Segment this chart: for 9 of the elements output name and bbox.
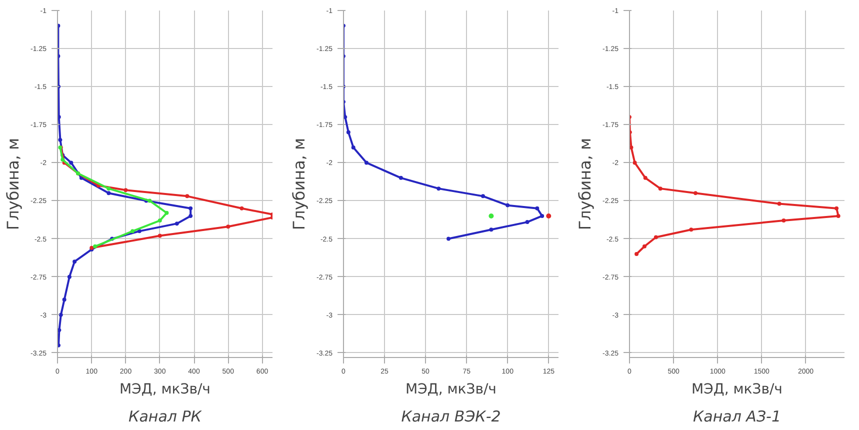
x-axis-title: МЭД, мкЗв/ч: [120, 382, 210, 398]
text: Канал ВЭК-2: [401, 408, 501, 426]
y-axis-title: Глубина, м: [576, 138, 595, 230]
x-axis-title: МЭД, мкЗв/ч: [692, 382, 782, 398]
text: Канал АЗ-1: [692, 408, 782, 426]
text: Канал РК: [128, 408, 203, 426]
y-axis-title: Глубина, м: [290, 138, 309, 230]
y-axis-title: Глубина, м: [4, 138, 23, 230]
x-axis-title: МЭД, мкЗв/ч: [406, 382, 496, 398]
